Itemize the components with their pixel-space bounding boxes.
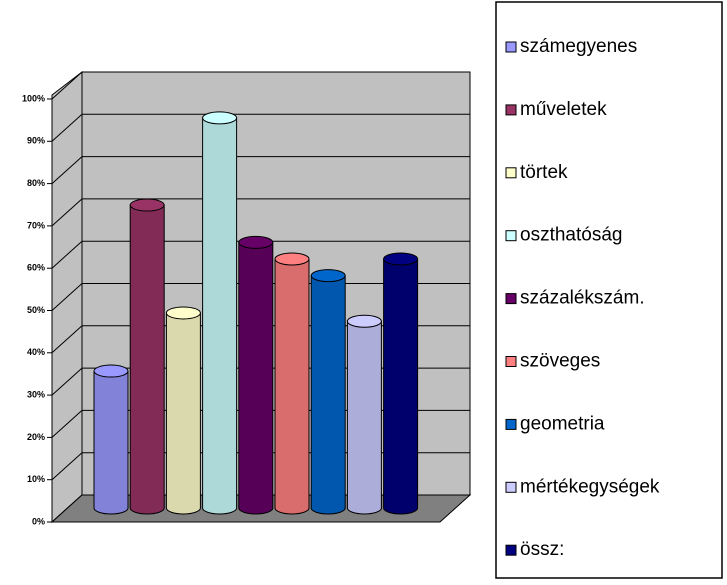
y-tick-label: 20% (27, 432, 45, 442)
grid-line (51, 198, 470, 227)
legend-label: műveletek (520, 99, 607, 120)
bar (274, 258, 310, 515)
bar (129, 204, 165, 515)
bar (346, 320, 382, 515)
legend-swatch (505, 293, 517, 305)
legend-swatch (505, 418, 517, 430)
bar-top (93, 364, 129, 378)
grid-line (51, 71, 470, 100)
grid-line (51, 113, 470, 142)
legend-label: geometria (520, 413, 605, 434)
legend-swatch (505, 167, 517, 179)
y-tick-label: 70% (27, 220, 45, 230)
bar-top (274, 252, 310, 266)
bar (238, 241, 274, 515)
legend-swatch (505, 544, 517, 556)
legend-swatch (505, 481, 517, 493)
y-tick-label: 30% (27, 389, 45, 399)
y-tick-label: 80% (27, 178, 45, 188)
legend-label: törtek (520, 162, 568, 183)
legend-label: százalékszám. (520, 288, 645, 309)
bar-top (129, 198, 165, 212)
y-tick-label: 10% (27, 474, 45, 484)
bar (310, 275, 346, 515)
legend-swatch (505, 356, 517, 367)
legend-swatch (505, 104, 517, 116)
bar-top (310, 269, 346, 283)
legend-label: össz: (520, 539, 564, 560)
bar (165, 312, 201, 515)
y-tick-label: 50% (27, 305, 45, 315)
y-tick-label: 90% (27, 136, 45, 146)
bar-top (202, 111, 238, 125)
legend-label: szöveges (520, 351, 600, 372)
grid-line (51, 156, 470, 184)
legend (495, 1, 723, 579)
legend-label: oszthatóság (520, 225, 622, 246)
grid-line (51, 240, 470, 269)
y-tick-label: 60% (27, 263, 45, 273)
legend-swatch (505, 230, 517, 242)
legend-label: mértékegységek (520, 476, 660, 497)
bar (93, 370, 129, 515)
bar (383, 258, 419, 515)
bar-top (165, 306, 201, 320)
y-tick-label: 100% (22, 93, 45, 103)
y-tick-label: 0% (32, 516, 45, 526)
y-tick-label: 40% (27, 347, 45, 357)
legend-swatch (505, 41, 517, 53)
bar-top (238, 235, 274, 249)
bar-top (346, 314, 382, 328)
bar (202, 117, 238, 515)
bar-top (383, 252, 419, 266)
legend-label: számegyenes (520, 36, 637, 57)
